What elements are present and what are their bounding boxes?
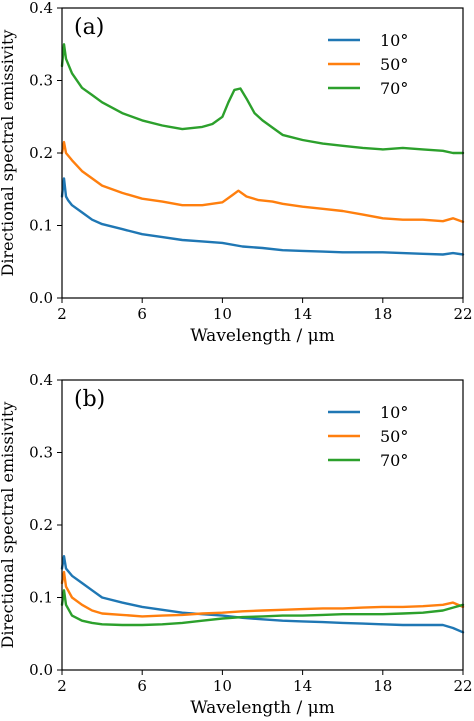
x-tick-label: 22 bbox=[453, 677, 472, 695]
series-line-2-2 bbox=[60, 570, 465, 618]
legend: 10° 50° 70° bbox=[328, 31, 408, 98]
x-tick-label: 18 bbox=[373, 305, 392, 323]
x-tick-label: 10 bbox=[213, 677, 232, 695]
chart-panel-2: 2 6 10 14 18 22 0.0 0.1 0.2 0.3 0.4 Wavelength / μm… bbox=[0, 371, 473, 718]
plot-frame bbox=[61, 379, 464, 671]
x-tick-label: 18 bbox=[373, 677, 392, 695]
x-tick-label: 2 bbox=[57, 677, 67, 695]
legend-label: 70° bbox=[380, 451, 408, 470]
x-tick-label: 6 bbox=[137, 677, 147, 695]
series-line-1-3 bbox=[60, 43, 465, 155]
y-tick-label: 0.2 bbox=[29, 516, 53, 534]
x-tick-label: 22 bbox=[453, 305, 472, 323]
y-tick-label: 0.1 bbox=[29, 217, 53, 235]
y-axis-label: Directional spectral emissivity bbox=[0, 30, 17, 277]
legend-label: 70° bbox=[380, 79, 408, 98]
legend-label: 10° bbox=[380, 31, 408, 50]
chart-panel-1: 2 6 10 14 18 22 0.0 0.1 0.2 0.3 0.4 Wavelength / μm… bbox=[0, 0, 473, 346]
x-tick-label: 14 bbox=[293, 677, 312, 695]
panel-label: (a) bbox=[74, 15, 104, 40]
x-tick-label: 6 bbox=[137, 305, 147, 323]
y-tick-label: 0.4 bbox=[29, 371, 53, 389]
y-tick-label: 0.2 bbox=[29, 144, 53, 162]
series-line-1-1 bbox=[60, 177, 465, 256]
legend: 10° 50° 70° bbox=[328, 403, 408, 470]
x-axis-label: Wavelength / μm bbox=[190, 326, 335, 346]
series-line-2-3 bbox=[60, 589, 465, 627]
x-tick-label: 14 bbox=[293, 305, 312, 323]
series-line-1-2 bbox=[60, 140, 465, 224]
x-axis-label: Wavelength / μm bbox=[190, 698, 335, 718]
y-axis-label: Directional spectral emissivity bbox=[0, 402, 17, 649]
y-tick-label: 0.0 bbox=[29, 661, 53, 679]
y-tick-label: 0.3 bbox=[29, 444, 53, 462]
y-tick-label: 0.3 bbox=[29, 72, 53, 90]
legend-label: 50° bbox=[380, 55, 408, 74]
panel-label: (b) bbox=[74, 387, 105, 412]
series-line-2-1 bbox=[60, 555, 465, 634]
plot-frame bbox=[61, 7, 464, 299]
y-tick-label: 0.1 bbox=[29, 589, 53, 607]
x-tick-label: 10 bbox=[213, 305, 232, 323]
legend-label: 10° bbox=[380, 403, 408, 422]
y-tick-label: 0.4 bbox=[29, 0, 53, 17]
legend-label: 50° bbox=[380, 427, 408, 446]
y-tick-label: 0.0 bbox=[29, 289, 53, 307]
x-tick-label: 2 bbox=[57, 305, 67, 323]
